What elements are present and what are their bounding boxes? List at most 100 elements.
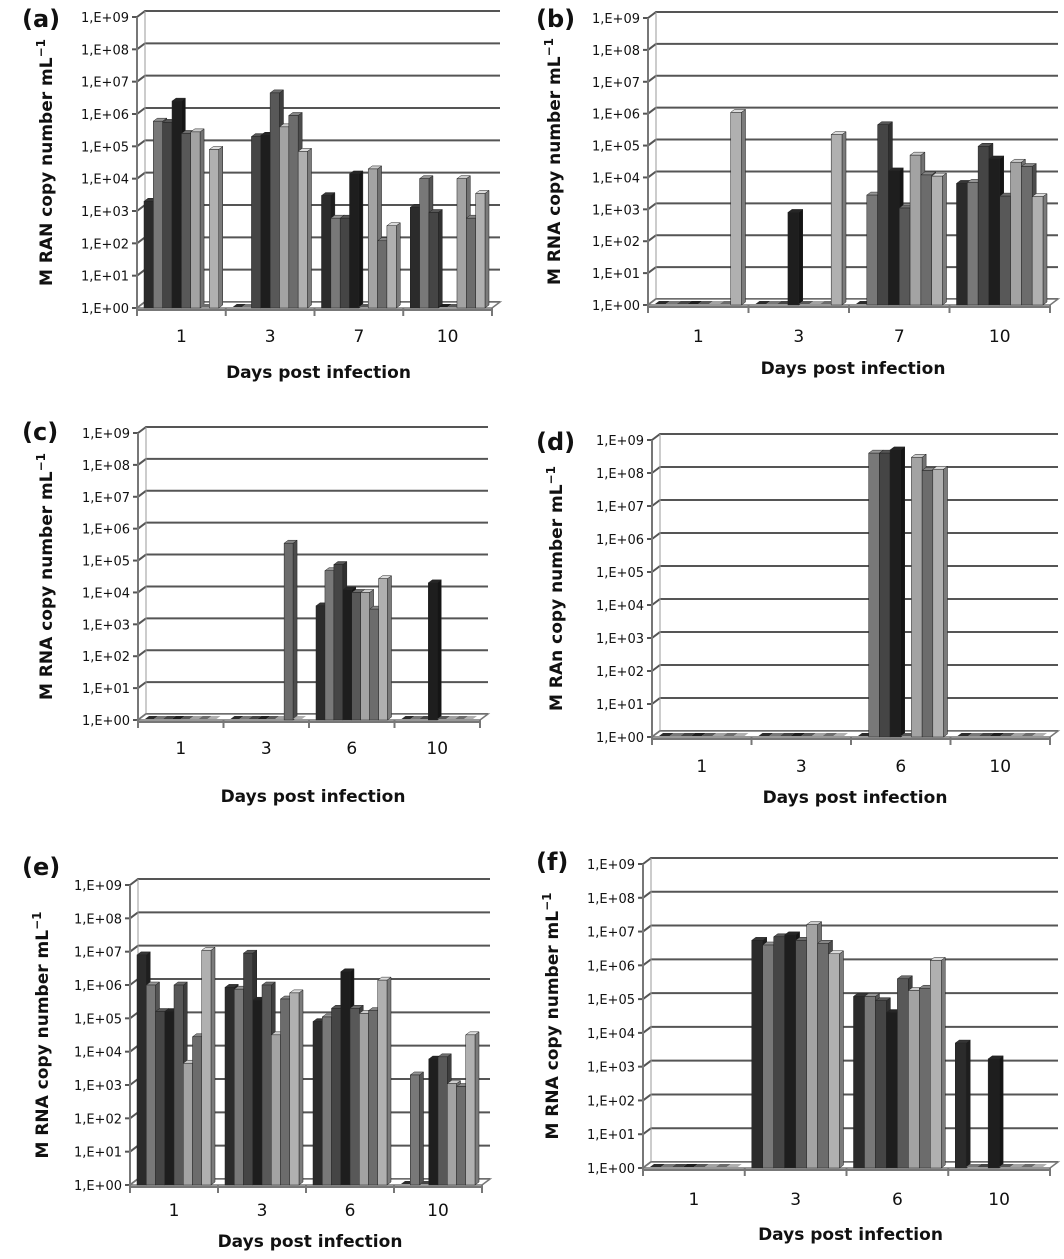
bar-zero: [704, 1164, 720, 1167]
bar-front: [988, 158, 1000, 306]
bar-front: [269, 92, 280, 309]
bar: [698, 301, 714, 304]
bar-front: [888, 170, 900, 306]
y-tick-label: 1,E+01: [81, 270, 129, 285]
x-axis-label: Days post infection: [221, 787, 406, 807]
bar-zero: [671, 1164, 687, 1167]
bar-side: [841, 131, 847, 306]
bar-zero: [401, 716, 415, 719]
bar-front: [209, 149, 219, 309]
bar-zero: [1032, 733, 1047, 736]
bar-front: [359, 1013, 369, 1186]
bar-zero: [232, 304, 247, 307]
bar-zero: [1032, 1164, 1047, 1167]
x-tick-label: 6: [892, 1190, 903, 1210]
bar-zero: [248, 716, 262, 719]
bar-front: [456, 178, 467, 309]
panel-label: (c): [22, 418, 58, 446]
bar-front: [921, 470, 934, 738]
bar-zero: [957, 733, 973, 736]
bar-front: [190, 131, 201, 309]
y-tick-label: 1,E+02: [592, 235, 640, 250]
bar-side: [942, 172, 947, 306]
y-axis-label-superscript: −1: [542, 38, 556, 56]
bar-front: [369, 608, 379, 721]
bar-side: [437, 579, 442, 721]
bar-front: [289, 992, 300, 1186]
bar: [723, 733, 738, 736]
bar: [665, 301, 681, 304]
bar-front: [330, 217, 341, 309]
y-tick-label: 1,E+02: [74, 1112, 122, 1127]
bar-zero: [758, 733, 774, 736]
bar-zero: [680, 733, 696, 736]
bar: [1010, 1164, 1026, 1167]
y-tick-label: 1,E+04: [82, 586, 130, 601]
gridline: [651, 466, 1058, 474]
gridline: [136, 42, 500, 51]
gridline: [651, 697, 1058, 705]
bar-front: [773, 936, 785, 1169]
x-tick-label: 6: [895, 757, 906, 777]
bar-front: [419, 178, 430, 309]
x-tick-label: 1: [693, 327, 704, 347]
bar-side: [941, 956, 946, 1169]
y-tick-label: 1,E+07: [587, 926, 635, 941]
bar: [889, 446, 906, 738]
bar: [957, 733, 973, 736]
bar-front: [243, 952, 253, 1186]
bar: [427, 579, 442, 721]
bar: [680, 733, 696, 736]
bar-front: [339, 217, 350, 309]
bar-front: [967, 182, 979, 306]
y-tick-label: 1,E+02: [587, 1094, 635, 1109]
bar-zero: [171, 716, 185, 719]
gridline: [136, 10, 500, 18]
bar-zero: [701, 733, 717, 736]
bar-front: [787, 212, 799, 306]
bar: [659, 733, 674, 736]
bar-zero: [1000, 733, 1015, 736]
y-tick-label: 1,E+09: [82, 427, 130, 442]
bar-zero: [660, 1164, 676, 1167]
bar-zero: [198, 716, 212, 719]
bar-zero: [189, 716, 203, 719]
bar-front: [456, 1086, 466, 1186]
y-tick-label: 1,E+03: [587, 1061, 635, 1076]
bar-front: [428, 1058, 439, 1186]
x-axis-label: Days post infection: [758, 1225, 943, 1245]
bar-front: [864, 996, 876, 1169]
bar: [809, 301, 825, 304]
bar-zero: [438, 304, 452, 307]
bar-front: [919, 987, 931, 1169]
y-axis-label: M RNA copy number mL−1: [540, 892, 563, 1139]
bar-side: [484, 189, 490, 309]
bar-zero: [1010, 1164, 1026, 1167]
y-tick-label: 1,E+04: [596, 599, 644, 614]
gridline: [642, 1025, 1058, 1034]
y-tick-label: 1,E+01: [596, 698, 644, 713]
bar-front: [762, 944, 774, 1169]
x-axis-label: Days post infection: [763, 788, 948, 808]
y-tick-label: 1,E+04: [74, 1046, 122, 1061]
bar-side: [839, 950, 844, 1169]
bar: [283, 539, 298, 721]
bar-zero: [999, 1164, 1015, 1167]
bar: [954, 1039, 971, 1169]
bar: [1031, 193, 1048, 306]
y-tick-label: 1,E+00: [587, 1162, 635, 1177]
y-tick-label: 1,E+02: [82, 650, 130, 665]
gridline: [651, 664, 1058, 672]
bar-front: [181, 133, 191, 309]
bar-zero: [682, 1164, 698, 1167]
bar: [474, 189, 490, 309]
bar: [676, 301, 692, 304]
y-tick-label: 1,E+04: [592, 171, 640, 186]
bar-zero: [665, 301, 681, 304]
y-tick-label: 1,E+08: [82, 459, 130, 474]
gridline: [651, 565, 1058, 573]
bar: [162, 716, 176, 719]
bar-front: [886, 1012, 898, 1169]
bar-front: [331, 1008, 341, 1186]
